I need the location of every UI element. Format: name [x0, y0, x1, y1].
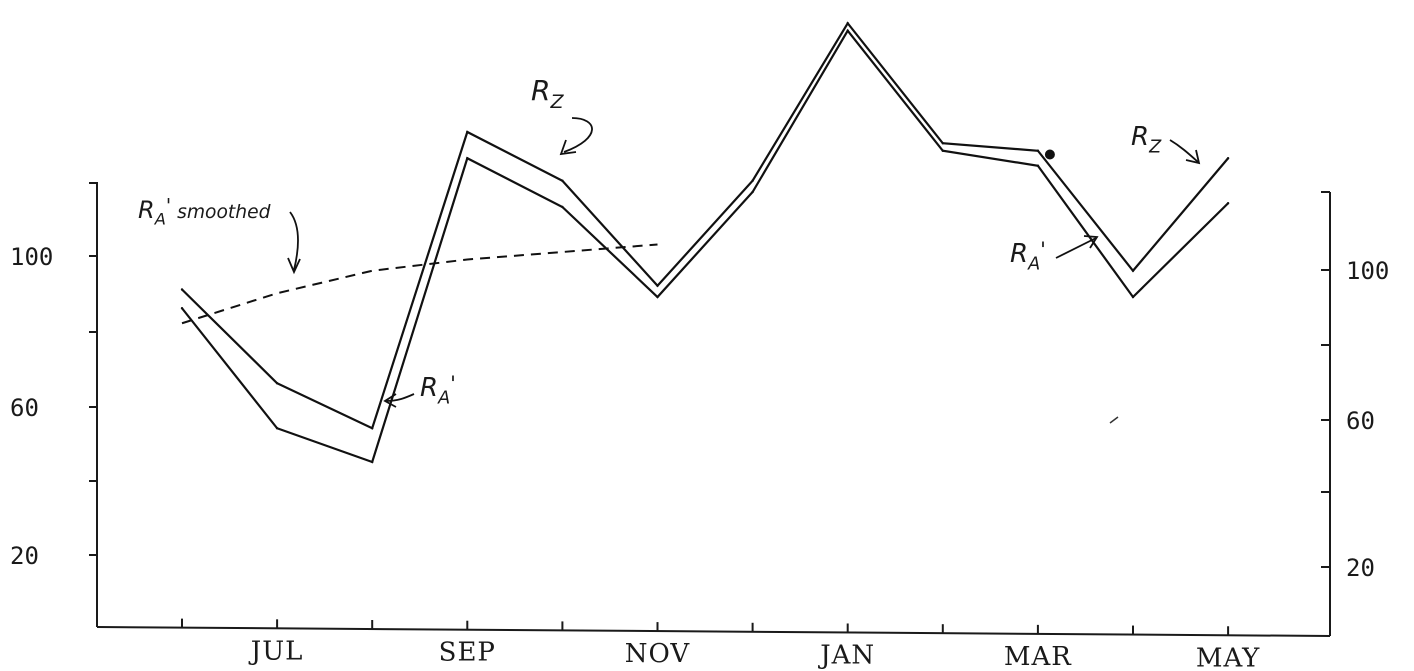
series-point-ra: [656, 295, 659, 299]
series-point-rz: [1226, 157, 1230, 160]
series-point-rz: [561, 179, 564, 182]
axes: [96, 182, 1331, 637]
right-axis-tick-label: 100: [1346, 257, 1389, 285]
series-point-ra: [275, 427, 279, 430]
series-point-rz: [371, 427, 374, 430]
series-point-rz: [1036, 149, 1040, 152]
ticks: [89, 182, 1330, 636]
series-point-rz: [656, 284, 659, 287]
series-point-rz: [1131, 269, 1135, 272]
left-axis-tick-label: 20: [10, 542, 39, 570]
series-point-ra: [180, 307, 184, 310]
series-line-ra: [181, 28, 1229, 464]
series-point-rz: [466, 130, 469, 134]
series-point-ra: [941, 149, 944, 152]
series-line-rz: [181, 21, 1229, 430]
annotation-rz-label-2: RZ: [1131, 122, 1162, 157]
series-point-rz: [180, 288, 184, 291]
series-layer: [180, 21, 1230, 464]
series-point-ra: [1036, 164, 1040, 167]
annotation-rz-arrow-2: [1169, 139, 1201, 165]
x-axis-tick-label: MAY: [1196, 643, 1261, 671]
left-axis-tick-label: 100: [10, 243, 53, 271]
series-point-ra: [561, 205, 564, 209]
annotation-ra-arrow-1: [383, 393, 415, 408]
series-line-ra-smoothed: [181, 243, 658, 325]
x-axis-tick-label: SEP: [439, 638, 496, 668]
annotation-rz-label-1: RZ: [531, 74, 564, 113]
stray-pencil-mark: [1109, 416, 1119, 424]
annotation-ra-arrow-2: [1055, 235, 1099, 259]
series-point-ra: [751, 190, 754, 194]
x-axis-tick-label: MAR: [1004, 642, 1072, 671]
right-axis-tick-label: 60: [1346, 407, 1375, 435]
series-marker-dot: [1044, 149, 1055, 160]
left-axis-tick-label: 60: [10, 394, 39, 422]
series-point-ra: [466, 157, 469, 160]
series-point-ra: [1226, 202, 1230, 205]
annotation-ra-label-1: RA': [420, 371, 456, 408]
annotation-ra-label-2: RA': [1010, 237, 1046, 274]
annotation-ra-smoothed-label: RA' smoothed: [138, 195, 271, 229]
annotation-rz-arrow-1: [559, 117, 593, 156]
series-point-rz: [846, 22, 849, 25]
series-point-ra: [846, 29, 849, 32]
right-axis-tick-label: 20: [1346, 554, 1375, 582]
series-point-rz: [275, 382, 279, 385]
series-point-ra: [1131, 295, 1135, 299]
labels: 100 60 20 100 60 20 JUL SEP NOV JAN MAR MAY: [10, 243, 1389, 671]
annotation-ra-smoothed-arrow: [287, 211, 301, 275]
series-point-rz: [941, 142, 944, 145]
x-axis-tick-label: JUL: [248, 636, 304, 666]
x-axis-tick-label: JAN: [817, 640, 875, 670]
x-axis-tick-label: NOV: [625, 639, 691, 669]
x-axis: [96, 626, 1331, 637]
annotations: RA' smoothed RZ RA' RZ RA': [138, 74, 1201, 424]
series-point-ra: [371, 460, 374, 464]
series-point-rz: [751, 179, 754, 182]
